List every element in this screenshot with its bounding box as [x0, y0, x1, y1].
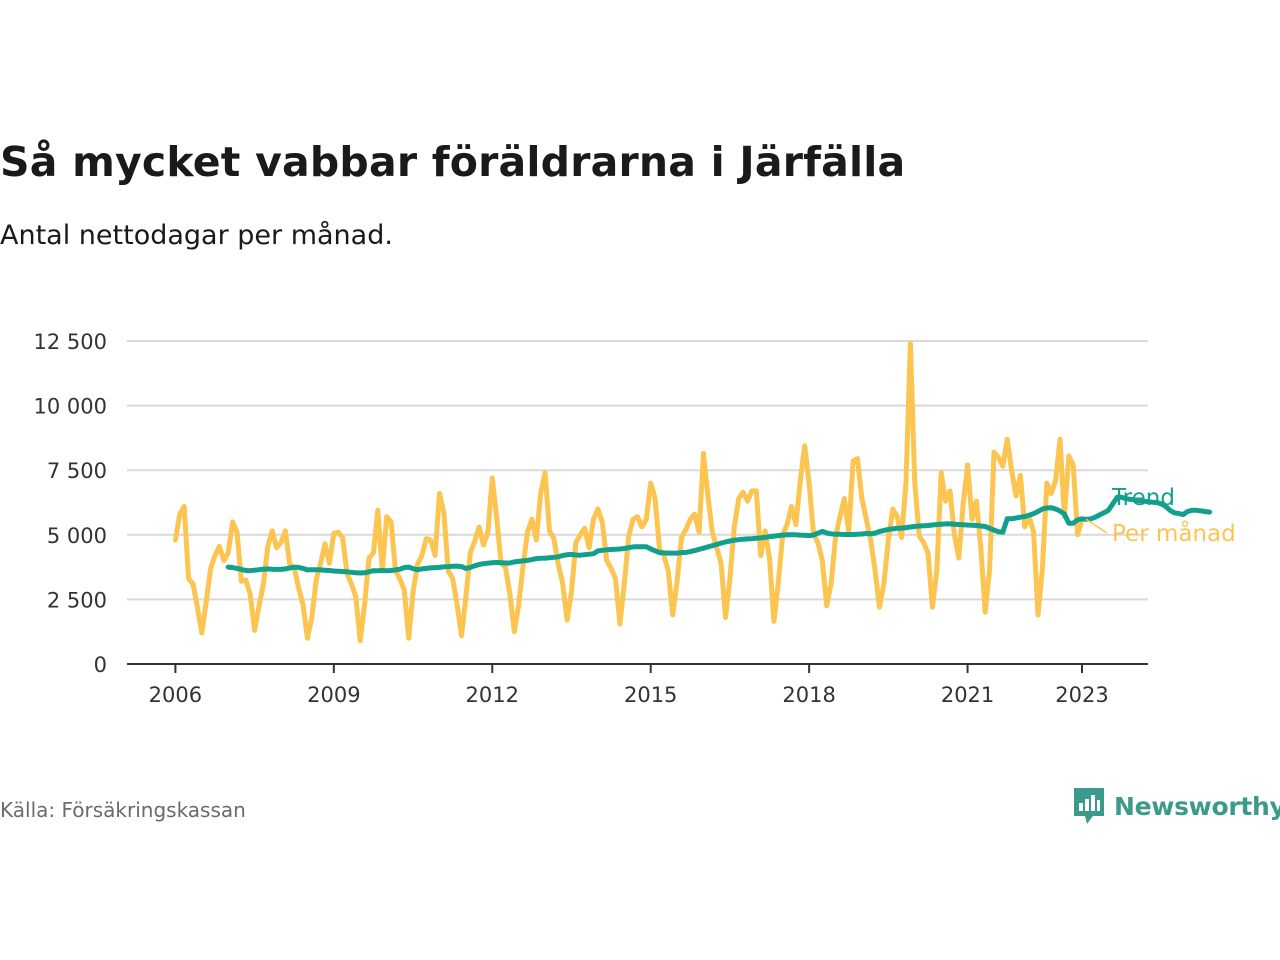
x-tick-label: 2021 [941, 683, 994, 707]
x-tick-label: 2023 [1055, 683, 1108, 707]
x-tick-label: 2015 [624, 683, 677, 707]
source-note: Källa: Försäkringskassan [0, 798, 246, 822]
chart-subtitle: Antal nettodagar per månad. [0, 220, 393, 251]
y-axis-ticks: 0 2 500 5 000 7 500 10 000 12 500 [34, 330, 107, 677]
logo-text: Newsworthy [1114, 791, 1280, 821]
x-tick-label: 2006 [149, 683, 202, 707]
line-chart: 0 2 500 5 000 7 500 10 000 12 500 2006 2009 201… [34, 330, 1236, 707]
series-lines [172, 341, 1213, 644]
x-tick-label: 2009 [307, 683, 360, 707]
series-line-monthly [172, 341, 1085, 644]
series-line-trend [225, 494, 1213, 576]
chart-title: Så mycket vabbar föräldrarna i Järfälla [0, 138, 906, 186]
x-tick-label: 2018 [782, 683, 835, 707]
legend: Trend Per månad [1085, 485, 1236, 547]
legend-leader-line [1085, 518, 1108, 534]
y-tick-label: 2 500 [47, 588, 107, 612]
y-tick-label: 12 500 [34, 330, 107, 354]
y-tick-label: 5 000 [47, 524, 107, 548]
x-tick-label: 2012 [466, 683, 519, 707]
y-tick-label: 0 [94, 653, 107, 677]
newsworthy-logo[interactable]: Newsworthy [1072, 786, 1280, 826]
legend-label-monthly: Per månad [1112, 519, 1236, 547]
x-axis-ticks: 2006 2009 2012 2015 2018 2021 2023 [149, 664, 1109, 707]
newsworthy-chart-bubble-icon [1074, 788, 1104, 824]
y-tick-label: 10 000 [34, 395, 107, 419]
legend-label-trend: Trend [1111, 485, 1175, 511]
y-tick-label: 7 500 [47, 459, 107, 483]
